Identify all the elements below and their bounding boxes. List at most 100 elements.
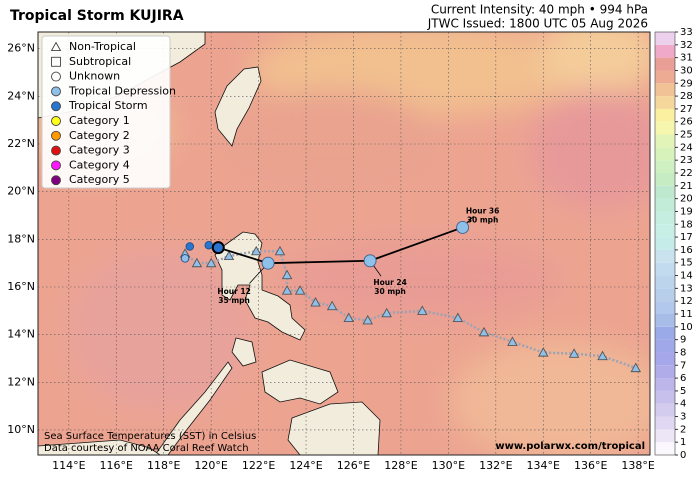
- colorbar-tick-label: 3: [680, 412, 686, 423]
- colorbar-band: [655, 378, 675, 391]
- circle-marker: [51, 130, 61, 141]
- colorbar-tick-label: 12: [680, 296, 693, 307]
- colorbar-band: [655, 403, 675, 417]
- source-note: Data courtesy of NOAA Coral Reef Watch: [44, 443, 249, 454]
- intensity: Current Intensity: 40 mph • 994 hPa: [431, 3, 648, 17]
- colorbar-tick-label: 28: [680, 91, 693, 102]
- triangle-marker: [478, 326, 490, 337]
- colorbar-band: [655, 185, 675, 199]
- circle-marker: [185, 242, 195, 251]
- colorbar-band: [655, 44, 675, 58]
- triangle-marker: [294, 285, 306, 295]
- circle-marker: [456, 220, 470, 234]
- lon-tick-label: 138°E: [621, 459, 654, 472]
- colorbar-band: [655, 160, 675, 173]
- colorbar-band: [655, 249, 675, 263]
- square-marker: [51, 56, 61, 67]
- legend-label: Tropical Depression: [68, 84, 176, 97]
- colorbar-tick-label: 29: [680, 78, 693, 89]
- colorbar-band: [655, 57, 675, 71]
- colorbar-band: [655, 147, 675, 161]
- colorbar-tick-label: 14: [680, 271, 693, 282]
- lon-tick-label: 114°E: [52, 459, 85, 472]
- colorbar-band: [655, 416, 675, 430]
- colorbar-tick-label: 1: [680, 437, 686, 448]
- circle-marker: [363, 254, 377, 268]
- colorbar-tick-label: 25: [680, 130, 693, 141]
- forecast-line: [218, 226, 463, 265]
- colorbar-band: [655, 70, 675, 84]
- colorbar-tick-label: 0: [680, 450, 686, 461]
- circle-marker: [204, 241, 214, 250]
- colorbar-band: [655, 237, 675, 250]
- legend-label: Tropical Storm: [68, 99, 148, 112]
- ensemble-line: [184, 249, 637, 370]
- triangle-marker: [310, 297, 321, 307]
- colorbar-band: [655, 211, 675, 225]
- url: www.polarwx.com/tropical: [495, 441, 645, 452]
- triangle-marker: [250, 245, 262, 256]
- circle-marker: [211, 241, 225, 255]
- lon-tick-label: 132°E: [479, 459, 512, 472]
- colorbar-band: [655, 288, 675, 302]
- triangle-marker: [281, 285, 293, 295]
- triangle-marker: [362, 314, 373, 325]
- colorbar-tick-label: 20: [680, 194, 693, 205]
- colorbar-tick-label: 19: [680, 206, 693, 217]
- triangle-marker: [50, 41, 62, 52]
- forecast-hour: Hour 36: [466, 206, 500, 215]
- colorbar-tick-label: 23: [680, 155, 693, 166]
- colorbar-band: [655, 83, 675, 97]
- triangle-marker: [630, 362, 642, 373]
- lon-tick-label: 126°E: [337, 459, 370, 472]
- colorbar-band: [655, 96, 675, 109]
- lon-tick-label: 118°E: [147, 459, 180, 472]
- forecast-wind: 30 mph: [374, 287, 406, 296]
- colorbar-tick-label: 5: [680, 386, 686, 397]
- triangle-marker: [537, 347, 549, 357]
- circle-marker: [51, 116, 61, 126]
- lat-tick-label: 22°N: [7, 137, 35, 150]
- triangle-marker: [326, 300, 338, 311]
- legend-label: Category 2: [69, 129, 130, 142]
- triangle-marker: [205, 257, 217, 268]
- triangle-marker: [381, 307, 392, 318]
- colorbar-band: [655, 198, 675, 212]
- circle-marker: [51, 71, 61, 82]
- circle-marker: [180, 254, 190, 263]
- colorbar-tick-label: 17: [680, 232, 693, 243]
- colorbar-band: [655, 429, 675, 443]
- colorbar-tick-label: 4: [680, 399, 686, 410]
- colorbar-tick-label: 2: [680, 424, 686, 435]
- lat-tick-label: 10°N: [7, 423, 35, 436]
- lon-tick-label: 136°E: [574, 459, 607, 472]
- lon-tick-label: 134°E: [527, 459, 560, 472]
- forecast-wind: 30 mph: [467, 215, 499, 224]
- colorbar-tick-label: 9: [680, 335, 686, 346]
- colorbar-tick-label: 10: [680, 322, 693, 333]
- colorbar-tick-label: 11: [680, 309, 693, 320]
- colorbar-band: [655, 314, 675, 327]
- forecast-hour: Hour 12: [217, 287, 251, 296]
- colorbar-band: [655, 275, 675, 289]
- lon-tick-label: 130°E: [432, 459, 465, 472]
- triangle-marker: [417, 305, 428, 315]
- colorbar-tick-label: 22: [680, 168, 693, 179]
- colorbar-tick-label: 32: [680, 40, 693, 51]
- colorbar-band: [655, 365, 675, 379]
- colorbar-tick-label: 26: [680, 117, 693, 128]
- triangle-marker: [191, 257, 203, 268]
- lat-tick-label: 18°N: [7, 232, 35, 245]
- forecast-wind: 35 mph: [218, 296, 250, 305]
- colorbar-band: [655, 262, 675, 276]
- colorbar-band: [655, 224, 675, 238]
- lon-tick-label: 116°E: [100, 459, 133, 472]
- legend-label: Non-Tropical: [69, 40, 136, 53]
- colorbar-band: [655, 339, 675, 353]
- lon-tick-label: 122°E: [242, 459, 275, 472]
- colorbar-band: [655, 352, 675, 366]
- triangle-marker: [597, 350, 608, 361]
- lat-tick-label: 12°N: [7, 375, 35, 388]
- colorbar-tick-label: 15: [680, 258, 693, 269]
